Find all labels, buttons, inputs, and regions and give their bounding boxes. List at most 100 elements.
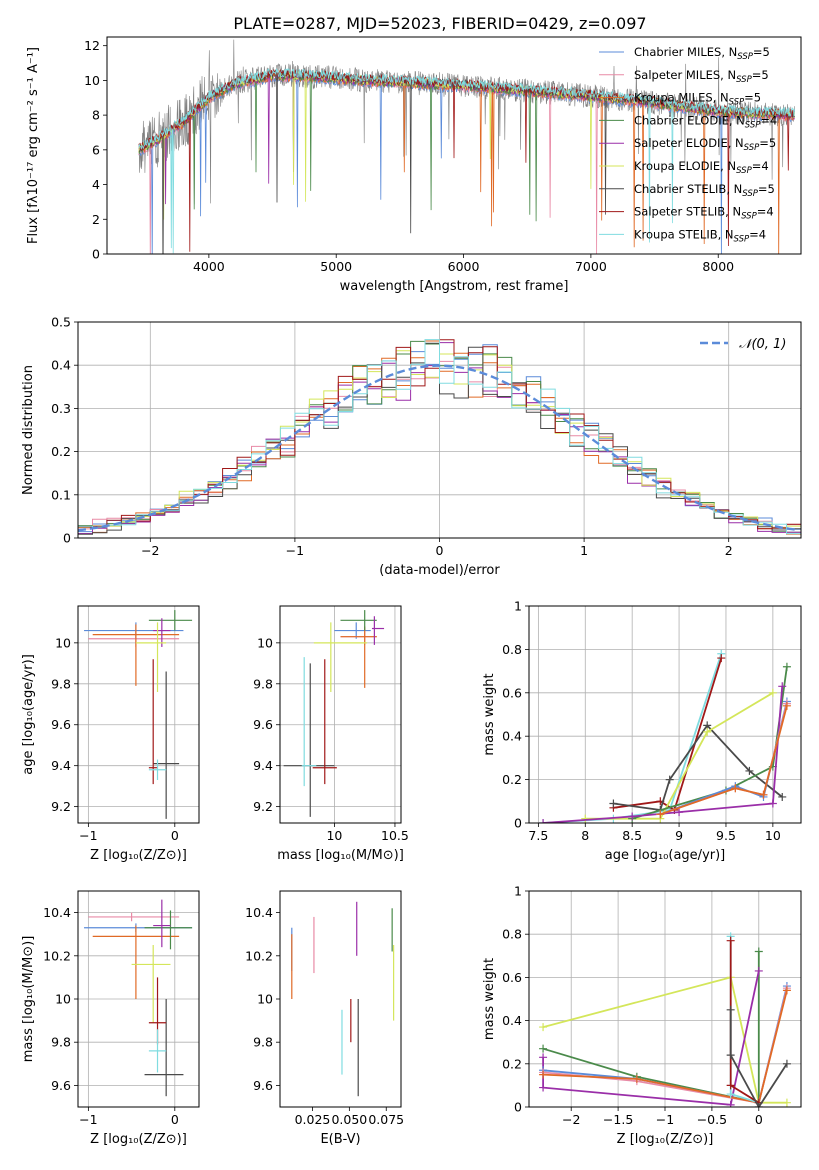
- errorbar-km: [92, 624, 180, 686]
- plot-area: [84, 610, 193, 819]
- x-tick-label: 4000: [193, 259, 225, 274]
- weight-marker-se: [778, 682, 787, 691]
- y-tick-label: 0: [63, 531, 71, 546]
- legend-label-ks: Kroupa STELIB, NSSP=4: [634, 227, 766, 244]
- weight-marker-km: [782, 701, 791, 710]
- x-axis-label: (data-model)/error: [379, 563, 500, 578]
- x-tick-label: −2: [562, 1112, 580, 1127]
- weight-marker-ce: [539, 1044, 548, 1053]
- y-tick-label: 9.4: [253, 758, 273, 773]
- errorbar-km: [92, 925, 180, 999]
- y-tick-label: 10: [257, 635, 273, 650]
- spectrum-panel: 4000 5000 6000 7000 8000 0 2 4 6 8 10 12 wavelength …: [26, 36, 802, 294]
- weight-marker-km: [731, 784, 740, 793]
- y-tick-label: 9.8: [253, 676, 273, 691]
- y-tick-label: 0.3: [51, 401, 71, 416]
- errorbar-ce: [148, 610, 193, 631]
- y-tick-label: 10.2: [43, 948, 71, 963]
- errorbar-cs: [283, 663, 335, 817]
- x-axis-label: E(B-V): [320, 1132, 360, 1147]
- y-tick-label: 1: [514, 884, 522, 899]
- legend-label-cm: Chabrier MILES, NSSP=5: [634, 45, 770, 62]
- x-tick-label: −2: [141, 543, 159, 558]
- errorbar-ks: [148, 1029, 167, 1073]
- observed-spectrum-line: [138, 39, 795, 205]
- y-axis-label: mass [log₁₀(M/M⊙)]: [21, 936, 36, 1063]
- legend-label-se: Salpeter ELODIE, NSSP=5: [634, 136, 776, 153]
- weight-line-cs: [613, 723, 783, 811]
- y-tick-label: 6: [92, 142, 100, 157]
- y-tick-label: 0.2: [502, 1056, 522, 1071]
- errorbar-sm: [88, 912, 180, 922]
- grid: [529, 605, 801, 824]
- plot-area: [78, 339, 801, 535]
- legend-label-km: Kroupa MILES, NSSP=5: [634, 91, 761, 108]
- y-tick-label: 9.2: [253, 799, 273, 814]
- axes-border: [77, 605, 200, 824]
- errorbar-ke: [313, 622, 368, 692]
- errorbar-ce: [340, 610, 377, 631]
- x-axis-label: wavelength [Angstrom, rest frame]: [340, 279, 569, 294]
- x-tick-label: 0.075: [368, 1112, 404, 1127]
- x-tick-label: −1: [79, 828, 97, 843]
- errorbar-ke: [135, 622, 167, 692]
- weight-marker-cs: [726, 1005, 735, 1014]
- x-tick-label: 8.5: [622, 828, 642, 843]
- y-tick-label: 0: [92, 247, 100, 262]
- x-tick-label: 8: [581, 828, 589, 843]
- x-axis-label: mass [log₁₀(M/M⊙)]: [277, 848, 404, 863]
- model-spectrum-line-ks: [138, 68, 795, 254]
- y-tick-label: 0: [514, 1100, 522, 1115]
- plot-area: [539, 649, 791, 823]
- weight-marker-km: [759, 790, 768, 799]
- axes-border: [77, 890, 200, 1108]
- x-tick-label: 9.5: [716, 828, 736, 843]
- axes-border: [528, 890, 802, 1108]
- weight-marker-ce: [782, 662, 791, 671]
- x-tick-label: 10: [765, 828, 781, 843]
- axes-frame: 4000 5000 6000 7000 8000 0 2 4 6 8 10 12 wavelength …: [26, 36, 802, 294]
- y-tick-label: 0.4: [502, 729, 522, 744]
- age-vs-mass-panel: 10 10.5 9.2 9.4 9.6 9.8 10 mass [log₁₀(M/M⊙)]: [253, 605, 409, 863]
- y-axis-label: mass weight: [482, 673, 497, 755]
- axes-border: [528, 605, 802, 824]
- y-tick-label: 10: [55, 992, 71, 1007]
- figure-title: PLATE=0287, MJD=52023, FIBERID=0429, z=0…: [233, 14, 646, 33]
- y-axis-label: age [log₁₀(age/yr)]: [21, 654, 36, 775]
- x-tick-label: 7000: [575, 259, 607, 274]
- weight-line-se: [542, 970, 760, 1106]
- y-tick-label: 9.8: [253, 1035, 273, 1050]
- weight-marker-km: [656, 810, 665, 819]
- x-tick-label: 7.5: [528, 828, 548, 843]
- x-axis-label: Z [log₁₀(Z/Z⊙)]: [90, 848, 187, 863]
- weight-marker-se: [539, 1053, 548, 1062]
- x-tick-label: −1: [656, 1112, 674, 1127]
- axes-border: [77, 321, 802, 539]
- axes-frame: 7.5 8 8.5 9 9.5 10 0 0.2 0.4 0.6 0.8 1 age [log₁₀(ag…: [482, 599, 802, 863]
- weight-marker-ke: [768, 688, 777, 697]
- plot-area: [283, 610, 385, 817]
- y-tick-label: 0.8: [502, 642, 522, 657]
- x-tick-label: 0: [755, 1112, 763, 1127]
- plot-area: [138, 39, 795, 254]
- legend-label-ke: Kroupa ELODIE, NSSP=4: [634, 159, 769, 176]
- x-tick-label: 5000: [320, 259, 352, 274]
- errorbar-ss: [312, 659, 337, 785]
- weight-marker-ke: [703, 727, 712, 736]
- weight-marker-cs: [665, 775, 674, 784]
- x-axis-label: age [log₁₀(age/yr)]: [605, 848, 726, 863]
- axes-frame: 10 10.5 9.2 9.4 9.6 9.8 10 mass [log₁₀(M/M⊙)]: [253, 605, 409, 863]
- y-tick-label: 0.1: [51, 487, 71, 502]
- residuals-panel: −2 −1 0 1 2 0 0.1 0.2 0.3 0.4 0.5 (data-model)/erro…: [21, 315, 802, 578]
- y-tick-label: 0.2: [502, 772, 522, 787]
- errorbar-ss: [148, 659, 158, 785]
- plot-area: [539, 932, 791, 1107]
- axes-frame: −1 0 9.6 9.8 10 10.2 10.4 Z [log₁₀(Z/Z⊙)] mass […: [21, 890, 200, 1147]
- y-tick-label: 10.2: [245, 948, 273, 963]
- errorbar-se: [153, 899, 171, 948]
- plot-area: [84, 899, 193, 1097]
- y-tick-label: 10: [257, 992, 273, 1007]
- errorbar-ce: [144, 910, 193, 950]
- x-tick-label: −0.5: [697, 1112, 727, 1127]
- x-tick-label: 9: [675, 828, 683, 843]
